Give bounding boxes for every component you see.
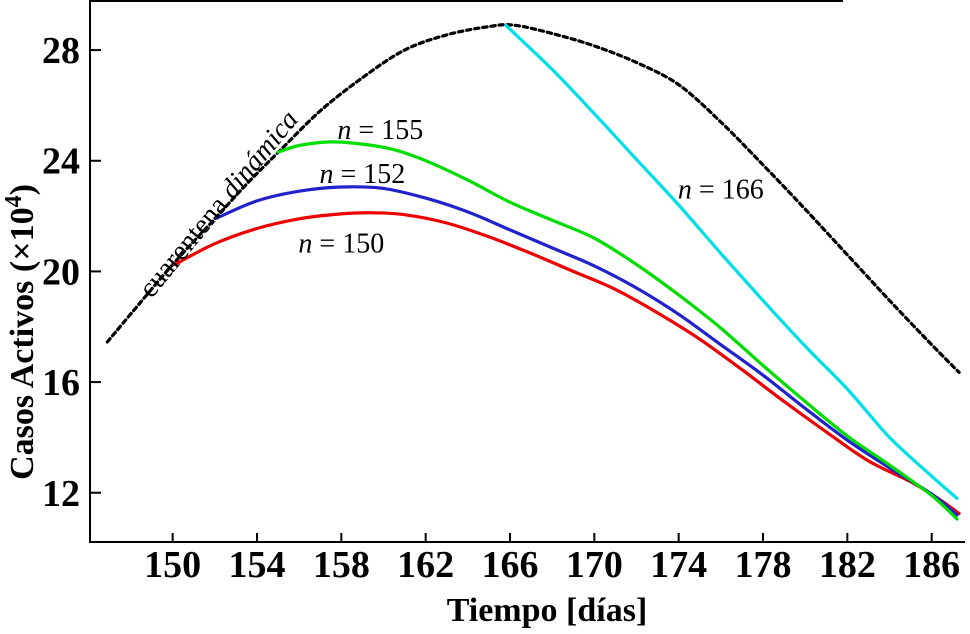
curve-n-150	[173, 211, 961, 516]
annotation-n-150: n = 150	[298, 228, 384, 259]
curve-cuarentena-dinámica	[105, 23, 961, 374]
y-tick-label: 12	[42, 473, 80, 515]
x-tick-label: 158	[313, 544, 370, 586]
x-tick-label: 182	[819, 544, 876, 586]
x-tick-label: 174	[650, 544, 707, 586]
x-tick-label: 186	[903, 544, 960, 586]
curve-n-152	[215, 185, 959, 517]
x-tick-label: 166	[482, 544, 539, 586]
x-axis-title: Tiempo [días]	[447, 592, 648, 629]
y-axis-title: Casos Activos (×104)	[1, 184, 41, 480]
annotation-n-152: n = 152	[320, 159, 406, 190]
annotation-cuarentena-dinámica: cuarentena dinámica	[133, 105, 305, 304]
annotation-n-166: n = 166	[678, 174, 764, 205]
annotation-n-155: n = 155	[337, 115, 423, 146]
x-tick-label: 154	[228, 544, 285, 586]
x-tick-label: 162	[397, 544, 454, 586]
curve-n-155	[276, 140, 959, 521]
y-tick-label: 20	[42, 251, 80, 293]
y-tick-label: 16	[42, 362, 80, 404]
curve-n-166	[504, 23, 959, 500]
x-tick-label: 150	[144, 544, 201, 586]
y-tick-label: 24	[42, 141, 80, 183]
x-tick-label: 178	[735, 544, 792, 586]
x-tick-label: 170	[566, 544, 623, 586]
y-tick-label: 28	[42, 30, 80, 72]
